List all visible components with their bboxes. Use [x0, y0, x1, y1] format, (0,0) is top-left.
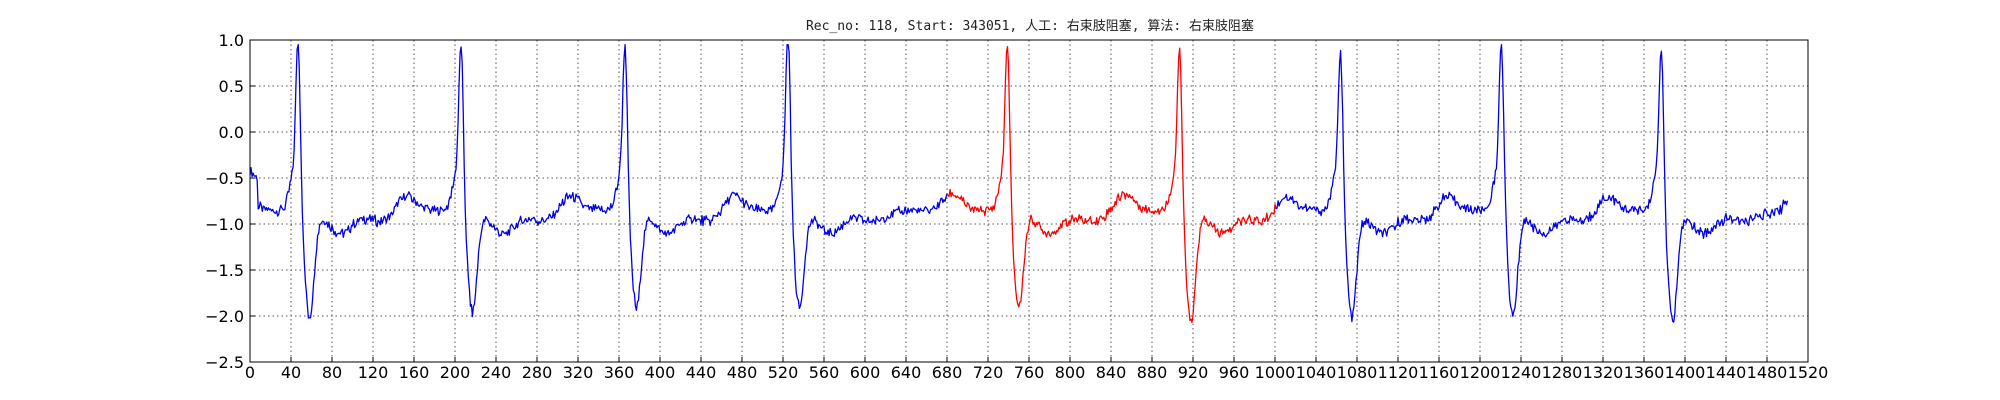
- x-tick-label: 160: [399, 363, 430, 382]
- x-tick-label: 0: [245, 363, 255, 382]
- x-tick-label: 1120: [1378, 363, 1419, 382]
- x-tick-label: 1360: [1624, 363, 1665, 382]
- ecg-highlight-segment: [946, 46, 1277, 323]
- y-tick-label: 1.0: [219, 31, 244, 50]
- x-tick-label: 1240: [1501, 363, 1542, 382]
- x-tick-label: 1040: [1296, 363, 1337, 382]
- x-tick-label: 680: [932, 363, 963, 382]
- ecg-normal-segment: [249, 43, 948, 319]
- x-tick-label: 840: [1096, 363, 1127, 382]
- x-tick-label: 1280: [1542, 363, 1583, 382]
- x-tick-label: 1080: [1337, 363, 1378, 382]
- x-tick-label: 760: [1014, 363, 1045, 382]
- y-tick-label: −0.5: [205, 169, 244, 188]
- x-tick-label: 80: [322, 363, 342, 382]
- x-tick-label: 1400: [1665, 363, 1706, 382]
- x-tick-label: 1520: [1788, 363, 1829, 382]
- x-tick-label: 280: [522, 363, 553, 382]
- y-tick-label: −1.5: [205, 261, 244, 280]
- x-tick-label: 320: [563, 363, 594, 382]
- x-tick-label: 1440: [1706, 363, 1747, 382]
- plot-frame: [249, 39, 1809, 363]
- x-tick-label: 40: [281, 363, 301, 382]
- x-tick-label: 120: [358, 363, 389, 382]
- x-tick-label: 1480: [1747, 363, 1788, 382]
- y-tick-label: 0.0: [219, 123, 244, 142]
- x-tick-label: 520: [768, 363, 799, 382]
- x-tick-label: 1000: [1255, 363, 1296, 382]
- ecg-normal-segment: [1275, 43, 1789, 323]
- y-tick-label: −2.5: [205, 353, 244, 372]
- x-tick-label: 800: [1055, 363, 1086, 382]
- x-tick-label: 1320: [1583, 363, 1624, 382]
- x-tick-label: 480: [727, 363, 758, 382]
- x-tick-label: 560: [809, 363, 840, 382]
- x-tick-label: 920: [1178, 363, 1209, 382]
- y-tick-label: −2.0: [205, 307, 244, 326]
- x-axis-ticks: 0 40 80 120 160 200 240 280 320 360 400 440 480 520 56…: [245, 357, 1828, 382]
- x-tick-label: 440: [686, 363, 717, 382]
- chart-title: Rec_no: 118, Start: 343051, 人工: 右束肢阻塞, 算…: [806, 18, 1254, 34]
- x-tick-label: 400: [645, 363, 676, 382]
- x-tick-label: 1160: [1419, 363, 1460, 382]
- x-tick-label: 960: [1219, 363, 1250, 382]
- y-tick-label: −1.0: [205, 215, 244, 234]
- x-tick-label: 1200: [1460, 363, 1501, 382]
- x-tick-label: 360: [604, 363, 635, 382]
- x-tick-label: 640: [891, 363, 922, 382]
- x-tick-label: 200: [440, 363, 471, 382]
- x-tick-label: 880: [1137, 363, 1168, 382]
- x-tick-label: 720: [973, 363, 1004, 382]
- x-tick-label: 600: [850, 363, 881, 382]
- x-tick-label: 240: [481, 363, 512, 382]
- y-tick-label: 0.5: [219, 77, 244, 96]
- y-axis-ticks: 1.0 0.5 0.0 −0.5 −1.0 −1.5 −2.0 −2.5: [205, 31, 255, 372]
- ecg-series: [249, 43, 1789, 323]
- grid: [249, 39, 1809, 363]
